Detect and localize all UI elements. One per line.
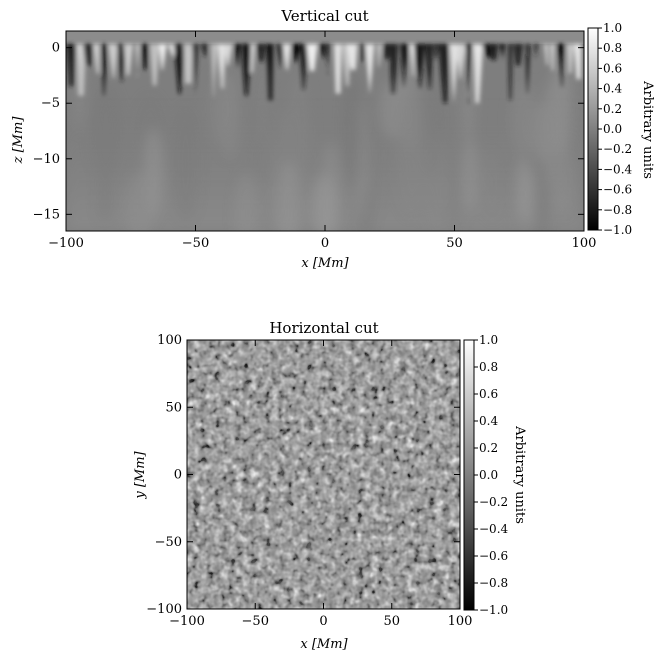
vertical-cut-colorbar-tick-label: −0.8 — [603, 203, 632, 217]
horizontal-cut-title: Horizontal cut — [269, 319, 378, 337]
vertical-cut-image — [66, 31, 584, 231]
vertical-cut-x-tick-label: −50 — [182, 236, 209, 251]
horizontal-cut-colorbar-tick-label: −0.4 — [479, 522, 509, 536]
vertical-cut-y-tick-label: 0 — [52, 41, 60, 56]
vertical-cut-colorbar-tick-label: 0.0 — [603, 122, 622, 136]
horizontal-cut-colorbar-tick-label: 0.0 — [479, 468, 498, 482]
horizontal-cut-panel: Horizontal cut −100 −50 0 50 100 100500−50−1… — [133, 319, 527, 652]
horizontal-cut-colorbar-tick-label: 0.8 — [479, 360, 498, 374]
vertical-cut-colorbar — [587, 27, 599, 231]
horizontal-cut-y-tick-label: 100 — [157, 333, 182, 348]
vertical-cut-y-ticks: 0 −5 −10 −15 — [33, 41, 584, 222]
vertical-cut-y-axis-label: z [Mm] — [11, 116, 26, 165]
vertical-cut-colorbar-ticks: 1.0 0.8 0.6 0.4 0.2 0.0 −0.2 −0.4 −0.6 −0.8 −1.0 — [598, 21, 633, 237]
vertical-cut-colorbar-tick-label: −0.2 — [603, 142, 632, 156]
horizontal-cut-colorbar-tick-label: −1.0 — [479, 603, 508, 617]
vertical-cut-y-tick-label: −5 — [41, 96, 60, 111]
vertical-cut-x-tick-label: 50 — [446, 236, 463, 251]
horizontal-cut-colorbar — [463, 339, 475, 611]
horizontal-cut-y-tick-label: 0 — [174, 468, 182, 483]
horizontal-cut-x-tick-label: 50 — [383, 614, 400, 629]
horizontal-cut-colorbar-tick-label: −0.6 — [479, 549, 508, 563]
vertical-cut-x-tick-label: 100 — [572, 236, 597, 251]
vertical-cut-title: Vertical cut — [280, 7, 368, 25]
vertical-cut-colorbar-tick-label: 0.8 — [603, 41, 622, 55]
vertical-cut-panel: Vertical cut −100 −50 0 50 100 0 −5 −10 −15 x [… — [11, 7, 655, 271]
vertical-cut-colorbar-tick-label: −0.6 — [603, 183, 632, 197]
vertical-cut-colorbar-tick-label: 0.2 — [603, 102, 622, 116]
vertical-cut-colorbar-tick-label: 1.0 — [603, 21, 622, 35]
vertical-cut-colorbar-label: Arbitrary units — [640, 80, 655, 179]
vertical-cut-x-tick-label: 0 — [321, 236, 329, 251]
horizontal-cut-colorbar-tick-label: 0.4 — [479, 414, 498, 428]
vertical-cut-colorbar-tick-label: 0.6 — [603, 61, 622, 75]
horizontal-cut-colorbar-tick-label: 0.6 — [479, 387, 498, 401]
horizontal-cut-y-ticks: 100 50 0 −50 −100 — [146, 333, 460, 617]
horizontal-cut-image — [187, 340, 460, 609]
horizontal-cut-colorbar-tick-label: −0.2 — [479, 495, 508, 509]
horizontal-cut-x-tick-label: 100 — [448, 614, 473, 629]
horizontal-cut-y-tick-label: 50 — [165, 400, 182, 415]
vertical-cut-y-tick-label: −15 — [33, 207, 60, 222]
vertical-cut-y-tick-label: −10 — [33, 152, 60, 167]
vertical-cut-colorbar-tick-label: 0.4 — [603, 82, 622, 96]
horizontal-cut-colorbar-tick-label: −0.8 — [479, 576, 508, 590]
horizontal-cut-x-tick-label: 0 — [319, 614, 327, 629]
horizontal-cut-y-axis-label: y [Mm] — [133, 450, 148, 499]
horizontal-cut-x-tick-label: −100 — [169, 614, 205, 629]
horizontal-cut-colorbar-label: Arbitrary units — [512, 425, 527, 524]
horizontal-cut-x-tick-label: −50 — [242, 614, 269, 629]
vertical-cut-colorbar-tick-label: −1.0 — [603, 223, 632, 237]
vertical-cut-x-tick-label: −100 — [48, 236, 84, 251]
horizontal-cut-x-ticks: −100 −50 0 50 100 — [169, 340, 472, 629]
horizontal-cut-colorbar-ticks: 1.0 0.8 0.6 0.4 0.2 0.0 −0.2 −0.4 −0.6 −0.8 −1.0 — [474, 333, 509, 617]
horizontal-cut-y-tick-label: −50 — [155, 535, 182, 550]
horizontal-cut-colorbar-tick-label: 1.0 — [479, 333, 498, 347]
vertical-cut-x-ticks: −100 −50 0 50 100 — [48, 31, 596, 251]
horizontal-cut-x-axis-label: x [Mm] — [300, 637, 348, 652]
horizontal-cut-colorbar-tick-label: 0.2 — [479, 441, 498, 455]
vertical-cut-colorbar-tick-label: −0.4 — [603, 162, 633, 176]
horizontal-cut-y-tick-label: −100 — [146, 602, 182, 617]
vertical-cut-x-axis-label: x [Mm] — [301, 256, 349, 271]
